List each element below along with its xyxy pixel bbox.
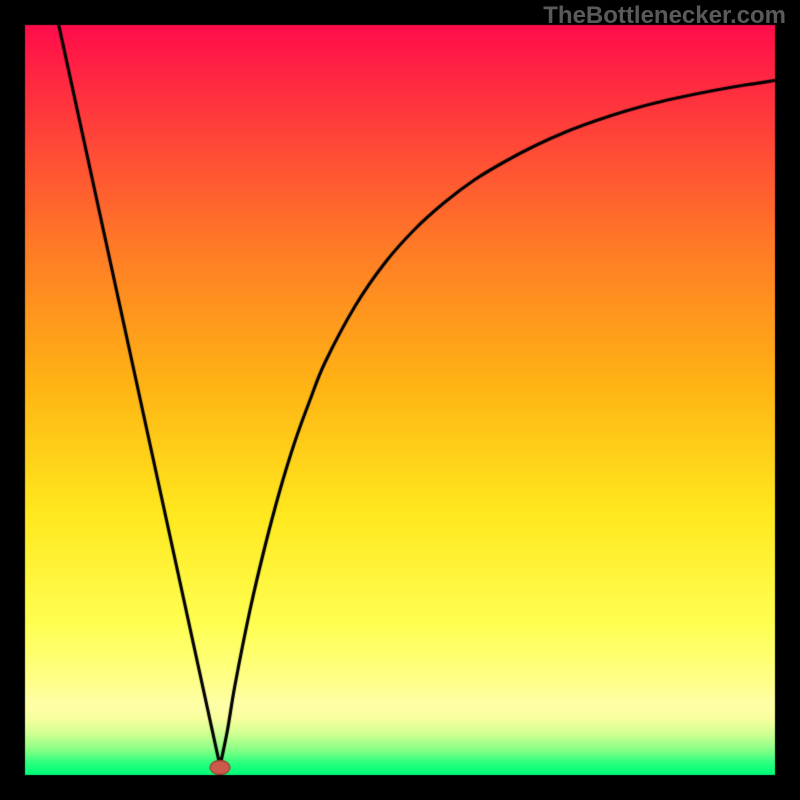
chart-container: TheBottlenecker.com	[0, 0, 800, 800]
bottleneck-chart-canvas	[0, 0, 800, 800]
